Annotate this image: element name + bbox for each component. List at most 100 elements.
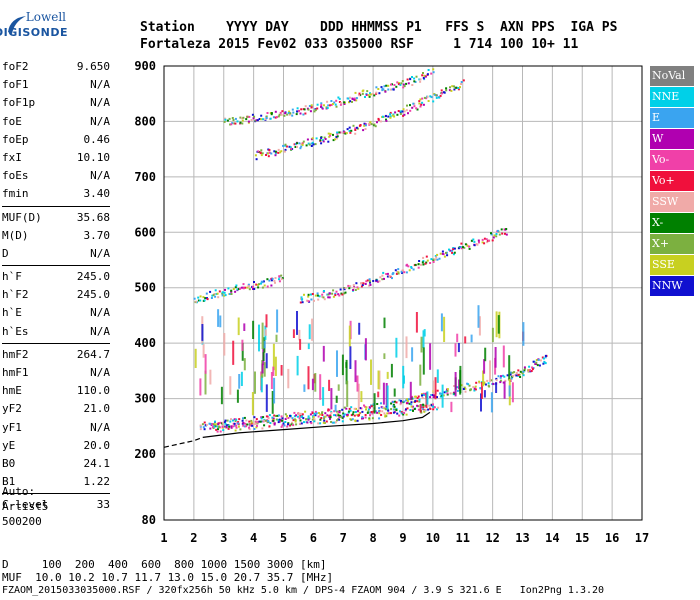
echo-point (495, 235, 498, 238)
echo-point (395, 409, 398, 412)
echo-point (406, 400, 409, 402)
echo-point (323, 104, 325, 107)
echo-point (300, 108, 303, 111)
param-separator (2, 205, 110, 207)
echo-point (269, 117, 272, 120)
echo-point (336, 413, 338, 416)
echo-point (346, 415, 349, 418)
echo-point (304, 410, 307, 413)
echo-point (294, 420, 297, 423)
echo-point (395, 85, 398, 88)
echo-point (492, 382, 495, 385)
echo-point (197, 296, 200, 299)
spread-echo (497, 315, 500, 334)
echo-point (355, 99, 358, 102)
echo-point (359, 407, 362, 410)
spread-echo (322, 387, 325, 406)
spread-echo (494, 347, 497, 368)
echo-point (322, 296, 325, 299)
echo-point (399, 112, 402, 115)
param-value: 0.46 (83, 132, 111, 146)
spread-echo (508, 385, 511, 397)
echo-point (263, 424, 266, 427)
echo-point (301, 298, 304, 301)
echo-point (335, 290, 338, 293)
echo-point (368, 280, 371, 283)
spread-echo (495, 382, 498, 393)
echo-point (337, 96, 340, 99)
echo-point (274, 116, 277, 119)
echo-point (313, 412, 316, 415)
echo-point (238, 418, 241, 421)
spread-echo (258, 324, 260, 352)
echo-point (397, 268, 400, 271)
echo-point (350, 414, 353, 417)
echo-point (351, 100, 353, 103)
echo-point (310, 104, 313, 107)
spread-echo (307, 366, 310, 390)
echo-point (293, 143, 296, 146)
echo-point (206, 298, 209, 301)
echo-point (478, 241, 480, 244)
echo-point (262, 419, 265, 422)
param-row: B0 24.1 (2, 455, 110, 473)
echo-point (416, 400, 419, 403)
echo-point (429, 407, 432, 410)
echo-point (476, 243, 479, 246)
echo-point (323, 298, 326, 301)
echo-point (392, 272, 395, 275)
digisonde-logo: Lowell DIGISONDE (0, 10, 76, 42)
echo-point (389, 111, 392, 114)
echo-point (308, 105, 311, 107)
echo-point (271, 277, 274, 280)
echo-point (255, 418, 258, 421)
echo-point (199, 424, 202, 427)
spread-echo (271, 391, 274, 414)
echo-point (327, 140, 330, 143)
echo-point (311, 418, 314, 421)
echo-point (422, 72, 424, 74)
echo-point (421, 101, 424, 104)
echo-point (301, 301, 304, 304)
echo-point (274, 281, 276, 284)
echo-point (418, 78, 421, 81)
echo-point (423, 410, 426, 413)
echo-point (539, 359, 542, 362)
echo-point (424, 75, 427, 78)
echo-point (209, 427, 212, 430)
logo-line2: DIGISONDE (0, 26, 68, 39)
echo-point (352, 124, 355, 127)
echo-point (281, 110, 284, 113)
echo-point (401, 110, 404, 113)
echo-point (417, 405, 420, 408)
echo-point (368, 278, 371, 281)
param-label: yF1 (2, 420, 22, 434)
echo-point (208, 422, 211, 425)
echo-point (255, 158, 258, 161)
echo-point (457, 87, 460, 89)
echo-point (460, 83, 463, 85)
echo-point (227, 424, 230, 427)
echo-point (314, 294, 317, 297)
echo-point (354, 127, 357, 130)
echo-point (352, 289, 355, 291)
echo-point (240, 117, 243, 120)
echo-point (293, 411, 296, 414)
echo-point (316, 103, 319, 106)
echo-point (390, 402, 393, 405)
echo-point (316, 294, 319, 297)
echo-point (264, 118, 267, 121)
echo-point (273, 423, 276, 426)
echo-point (376, 121, 378, 124)
echo-point (260, 118, 263, 121)
echo-point (385, 273, 388, 275)
echo-point (300, 297, 302, 300)
footer-muf: MUF 10.0 10.2 10.7 11.7 13.0 15.0 20.7 3… (2, 571, 334, 584)
echo-point (406, 398, 409, 401)
echo-point (406, 78, 409, 81)
echo-point (327, 293, 330, 296)
echo-point (381, 278, 384, 281)
echo-point (326, 414, 329, 417)
echo-point (246, 423, 249, 426)
echo-point (329, 134, 332, 137)
